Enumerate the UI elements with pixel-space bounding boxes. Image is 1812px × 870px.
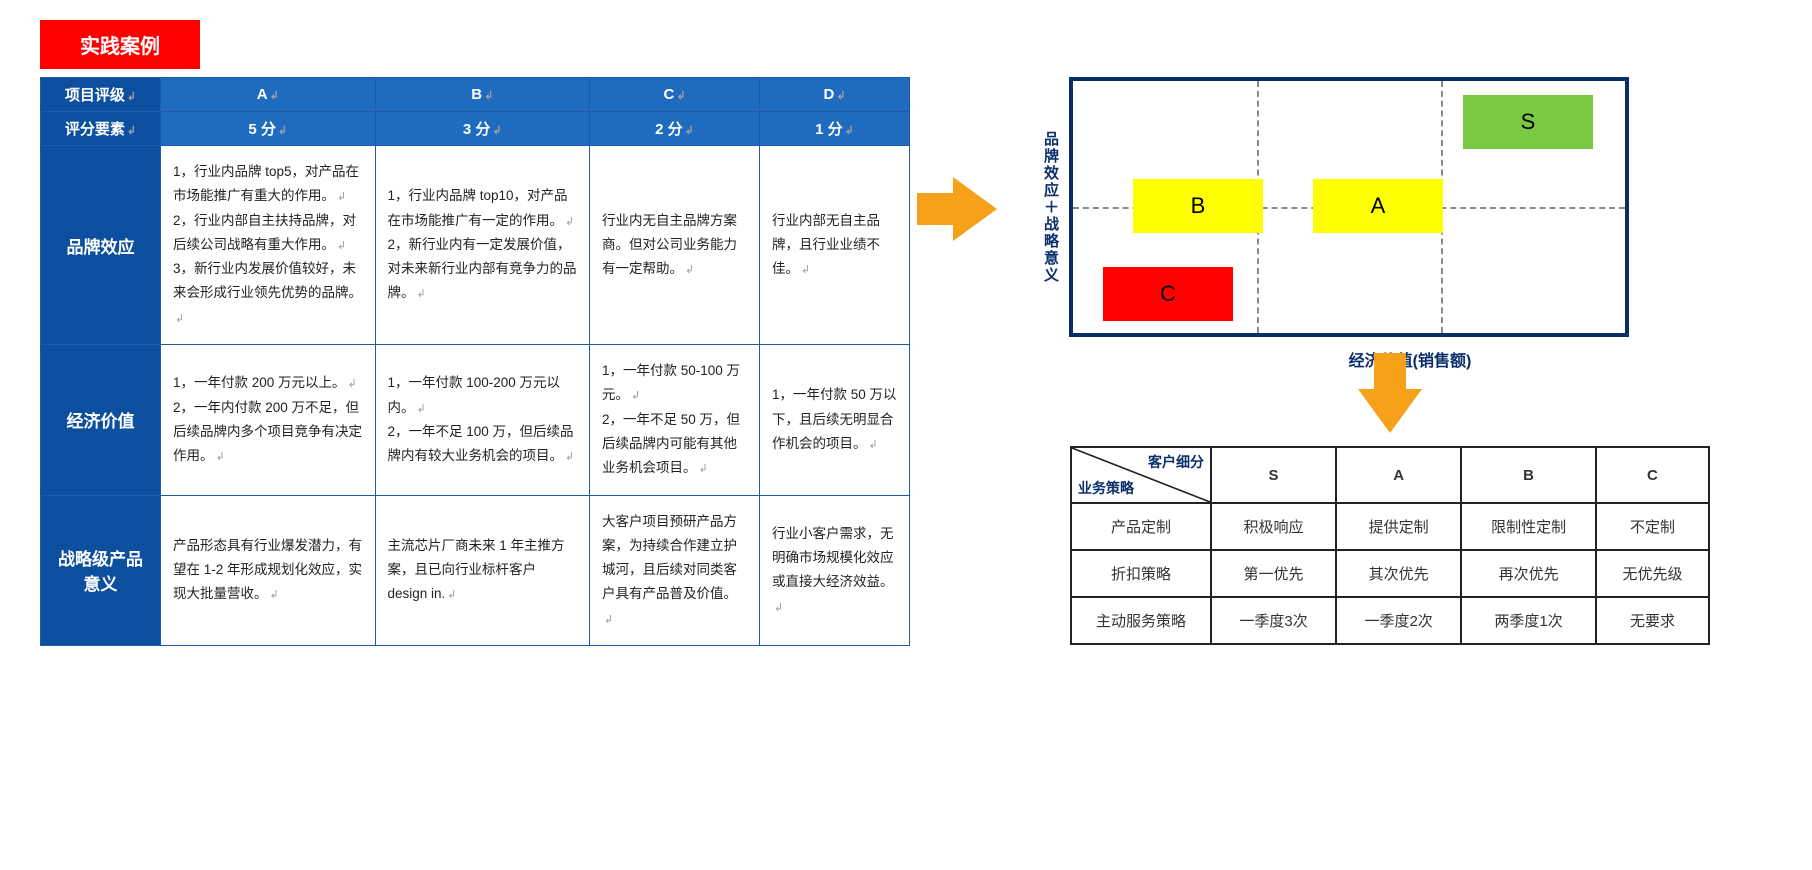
matrix-xlabel: 经济价值(销售额) xyxy=(1080,347,1740,371)
score-cell: 产品形态具有行业爆发潜力，有望在 1-2 年形成规划化效应，实现大批量营收。↲ xyxy=(161,495,376,645)
scoring-table: 项目评级↲ A↲ B↲ C↲ D↲ 评分要素↲ 5 分↲ 3 分↲ 2 分↲ 1… xyxy=(40,77,910,646)
score-cell: 行业小客户需求，无明确市场规模化效应或直接大经济效益。↲ xyxy=(760,495,910,645)
strategy-cell: 限制性定制 xyxy=(1461,503,1596,550)
row-header: 经济价值 xyxy=(41,345,161,495)
score-cell: 1，行业内品牌 top5，对产品在市场能推广有重大的作用。↲2，行业内部自主扶持… xyxy=(161,146,376,345)
matrix-box-A: A xyxy=(1313,179,1443,233)
matrix-box-S: S xyxy=(1463,95,1593,149)
strategy-table: 客户细分 业务策略 S A B C 产品定制积极响应提供定制限制性定制不定制折扣… xyxy=(1070,446,1710,645)
grade-A: A↲ xyxy=(161,78,376,112)
score-cell: 1，行业内品牌 top10，对产品在市场能推广有一定的作用。↲2，新行业内有一定… xyxy=(375,146,590,345)
row-header: 品牌效应 xyxy=(41,146,161,345)
arrow-right-icon xyxy=(953,177,997,241)
grade-C: C↲ xyxy=(590,78,760,112)
strategy-col-S: S xyxy=(1211,447,1336,503)
strategy-cell: 提供定制 xyxy=(1336,503,1461,550)
score-2: 2 分↲ xyxy=(590,112,760,146)
matrix-box-C: C xyxy=(1103,267,1233,321)
strategy-cell: 两季度1次 xyxy=(1461,597,1596,644)
corner-top: 项目评级↲ xyxy=(41,78,161,112)
corner-bottom: 评分要素↲ xyxy=(41,112,161,146)
row-header: 战略级产品意义 xyxy=(41,495,161,645)
strategy-row-label: 折扣策略 xyxy=(1071,550,1211,597)
matrix-box-B: B xyxy=(1133,179,1263,233)
score-cell: 行业内部无自主品牌，且行业业绩不佳。↲ xyxy=(760,146,910,345)
strategy-cell: 其次优先 xyxy=(1336,550,1461,597)
strategy-cell: 不定制 xyxy=(1596,503,1709,550)
matrix-ylabel: 品牌效应＋战略意义 xyxy=(1040,121,1069,294)
strategy-col-B: B xyxy=(1461,447,1596,503)
strategy-diag-header: 客户细分 业务策略 xyxy=(1071,447,1211,503)
strategy-col-C: C xyxy=(1596,447,1709,503)
arrow-down-icon xyxy=(1358,389,1422,433)
score-cell: 1，一年付款 200 万元以上。↲2，一年内付款 200 万不足，但后续品牌内多… xyxy=(161,345,376,495)
strategy-cell: 再次优先 xyxy=(1461,550,1596,597)
score-1: 1 分↲ xyxy=(760,112,910,146)
scoring-thead: 项目评级↲ A↲ B↲ C↲ D↲ 评分要素↲ 5 分↲ 3 分↲ 2 分↲ 1… xyxy=(41,78,910,146)
score-cell: 行业内无自主品牌方案商。但对公司业务能力有一定帮助。↲ xyxy=(590,146,760,345)
score-cell: 1，一年付款 50-100 万元。↲2，一年不足 50 万，但后续品牌内可能有其… xyxy=(590,345,760,495)
grade-D: D↲ xyxy=(760,78,910,112)
strategy-cell: 积极响应 xyxy=(1211,503,1336,550)
strategy-row-label: 主动服务策略 xyxy=(1071,597,1211,644)
matrix-grid: SABC xyxy=(1069,77,1629,337)
main-row: 项目评级↲ A↲ B↲ C↲ D↲ 评分要素↲ 5 分↲ 3 分↲ 2 分↲ 1… xyxy=(40,77,1772,646)
right-column: 品牌效应＋战略意义 SABC 经济价值(销售额) 客户细分 xyxy=(1040,77,1740,645)
strategy-cell: 第一优先 xyxy=(1211,550,1336,597)
strategy-cell: 一季度3次 xyxy=(1211,597,1336,644)
matrix-wrap: 品牌效应＋战略意义 SABC xyxy=(1040,77,1740,337)
score-5: 5 分↲ xyxy=(161,112,376,146)
scoring-tbody: 品牌效应1，行业内品牌 top5，对产品在市场能推广有重大的作用。↲2，行业内部… xyxy=(41,146,910,646)
strategy-cell: 无要求 xyxy=(1596,597,1709,644)
page: 实践案例 项目评级↲ A↲ B↲ C↲ D↲ 评分要素↲ 5 分↲ 3 分↲ xyxy=(40,20,1772,646)
score-cell: 1，一年付款 50 万以下，且后续无明显合作机会的项目。↲ xyxy=(760,345,910,495)
practice-badge: 实践案例 xyxy=(40,20,200,69)
strategy-cell: 无优先级 xyxy=(1596,550,1709,597)
strategy-row-label: 产品定制 xyxy=(1071,503,1211,550)
score-cell: 1，一年付款 100-200 万元以内。↲2，一年不足 100 万，但后续品牌内… xyxy=(375,345,590,495)
strategy-col-A: A xyxy=(1336,447,1461,503)
score-cell: 主流芯片厂商未来 1 年主推方案，且已向行业标杆客户 design in.↲ xyxy=(375,495,590,645)
strategy-cell: 一季度2次 xyxy=(1336,597,1461,644)
score-cell: 大客户项目预研产品方案，为持续合作建立护城河，且后续对同类客户具有产品普及价值。… xyxy=(590,495,760,645)
grade-B: B↲ xyxy=(375,78,590,112)
score-3: 3 分↲ xyxy=(375,112,590,146)
